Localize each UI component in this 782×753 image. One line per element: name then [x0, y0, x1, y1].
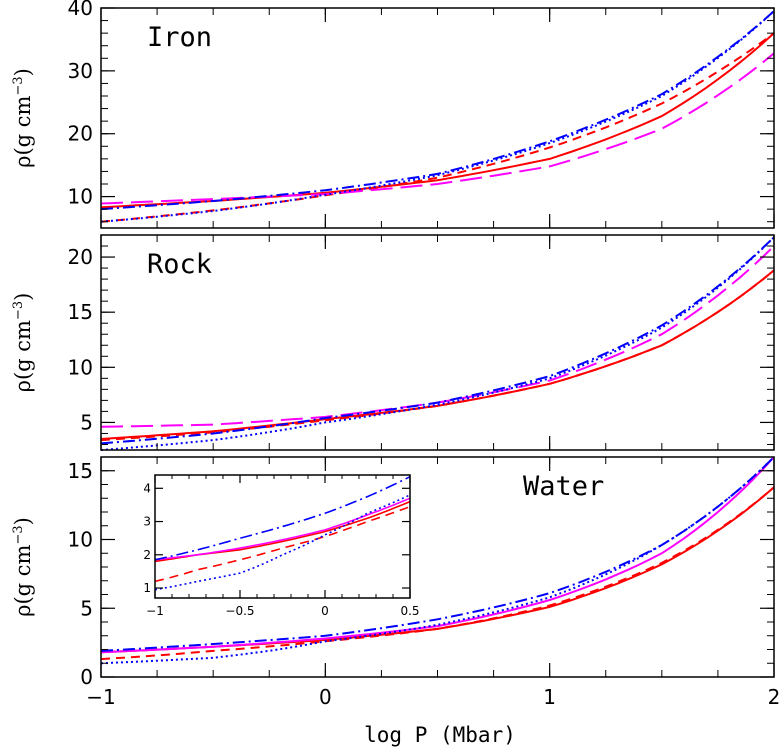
x-tick-label: −1 [86, 685, 115, 709]
panel-rock-y-tick-label: 15 [68, 300, 93, 324]
water-inset-x-tick-label: −1 [146, 604, 164, 618]
panel-water-y-axis-label: ρ(g cm−3) [11, 517, 35, 617]
panel-iron-series-2-dashed-red [100, 32, 775, 223]
panel-rock-y-tick-label: 20 [68, 245, 93, 269]
panel-iron-series-5-dash-dot-blue [100, 10, 775, 211]
panel-iron-y-tick-label: 20 [68, 122, 93, 146]
panel-rock-series-2-dashed-red [100, 269, 775, 442]
panel-water-y-tick-label: 15 [68, 459, 93, 483]
panel-iron-series-1-solid-red [100, 32, 775, 209]
panel-iron-y-tick-label: 40 [68, 0, 93, 20]
water-inset-y-tick-label: 1 [143, 581, 151, 595]
panel-iron-y-tick-label: 10 [68, 185, 93, 209]
water-inset-series-5-dash-dot-blue [154, 475, 411, 561]
panel-water-label: Water [523, 471, 604, 502]
water-inset-series-3-solid-magenta [154, 497, 411, 561]
x-tick-label: 1 [543, 685, 556, 709]
x-tick-label: 2 [768, 685, 781, 709]
x-tick-label: 0 [319, 685, 332, 709]
panel-rock-label: Rock [147, 249, 212, 280]
water-inset-y-tick-label: 2 [143, 548, 151, 562]
water-inset-frame [154, 474, 411, 599]
panel-iron-label: Iron [147, 22, 212, 53]
panel-rock: 5 10 15 20 Rock ρ(g cm−3) [11, 234, 775, 451]
water-inset: −1 −0.5 0 0.5 1 2 3 4 [143, 474, 420, 618]
panel-iron-y-tick-label: 30 [68, 59, 93, 83]
panel-water-y-tick-label: 0 [80, 665, 93, 689]
panel-water-y-tick-label: 10 [68, 528, 93, 552]
panel-water-y-tick-label: 5 [80, 596, 93, 620]
panel-water-series-3-solid-magenta [100, 456, 775, 654]
x-axis-label: log P (Mbar) [364, 723, 516, 747]
panel-water-series-2-dashed-red [100, 486, 775, 661]
panel-iron-series-3-long-dashed-magenta [100, 52, 775, 205]
panel-iron: 10 20 30 40 Iron ρ(g cm−3) [11, 0, 775, 229]
water-inset-background [155, 475, 410, 598]
panel-rock-y-axis-label: ρ(g cm−3) [11, 293, 35, 393]
panel-water-series-5-dash-dot-blue [100, 456, 775, 652]
panel-rock-y-tick-label: 5 [80, 410, 93, 434]
panel-iron-y-axis-label: ρ(g cm−3) [11, 68, 35, 168]
water-inset-x-tick-label: −0.5 [225, 604, 254, 618]
panel-rock-series-1-solid-red [100, 269, 775, 440]
water-inset-x-tick-label: 0 [321, 604, 329, 618]
panel-rock-series-5-dash-dot-blue [100, 236, 775, 445]
water-inset-x-tick-label: 0.5 [400, 604, 419, 618]
panel-rock-y-tick-label: 10 [68, 355, 93, 379]
water-inset-y-tick-label: 3 [143, 515, 151, 529]
water-inset-y-tick-label: 4 [143, 481, 151, 495]
